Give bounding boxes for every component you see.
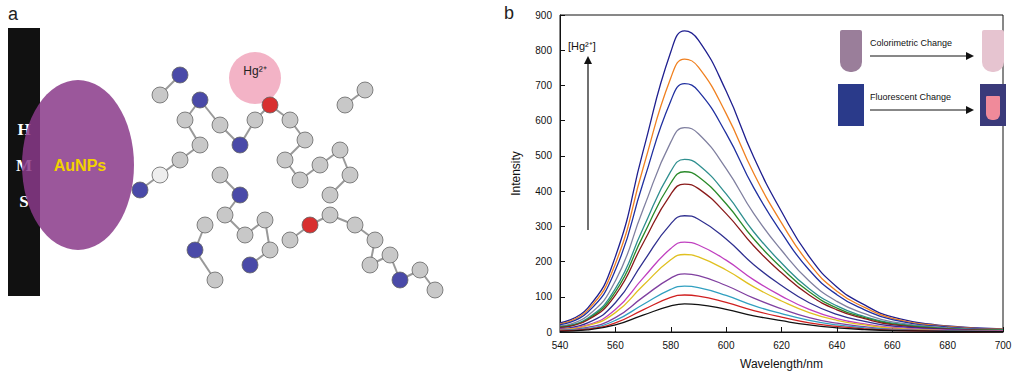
svg-text:600: 600 bbox=[718, 340, 735, 351]
svg-text:800: 800 bbox=[535, 45, 552, 56]
svg-text:680: 680 bbox=[939, 340, 956, 351]
svg-text:H: H bbox=[17, 120, 31, 139]
svg-text:560: 560 bbox=[607, 340, 624, 351]
svg-text:400: 400 bbox=[535, 186, 552, 197]
svg-text:Intensity: Intensity bbox=[509, 151, 523, 196]
svg-text:Colorimetric Change: Colorimetric Change bbox=[870, 38, 952, 48]
svg-text:[Hg²⁺]: [Hg²⁺] bbox=[568, 40, 596, 52]
svg-text:640: 640 bbox=[829, 340, 846, 351]
svg-text:580: 580 bbox=[662, 340, 679, 351]
svg-text:100: 100 bbox=[535, 291, 552, 302]
svg-text:900: 900 bbox=[535, 10, 552, 21]
svg-text:AuNPs: AuNPs bbox=[54, 157, 107, 174]
svg-text:700: 700 bbox=[535, 80, 552, 91]
svg-text:b: b bbox=[504, 3, 514, 23]
svg-text:Hg²⁺: Hg²⁺ bbox=[243, 64, 266, 78]
svg-text:620: 620 bbox=[773, 340, 790, 351]
svg-text:200: 200 bbox=[535, 256, 552, 267]
svg-text:0: 0 bbox=[546, 327, 552, 338]
svg-text:600: 600 bbox=[535, 115, 552, 126]
svg-text:a: a bbox=[8, 4, 19, 24]
svg-text:S: S bbox=[19, 192, 29, 211]
svg-text:500: 500 bbox=[535, 150, 552, 161]
svg-text:Wavelength/nm: Wavelength/nm bbox=[740, 357, 823, 371]
svg-text:Fluorescent Change: Fluorescent Change bbox=[870, 92, 951, 102]
svg-text:660: 660 bbox=[884, 340, 901, 351]
svg-text:540: 540 bbox=[552, 340, 569, 351]
svg-text:700: 700 bbox=[995, 340, 1012, 351]
svg-text:300: 300 bbox=[535, 221, 552, 232]
